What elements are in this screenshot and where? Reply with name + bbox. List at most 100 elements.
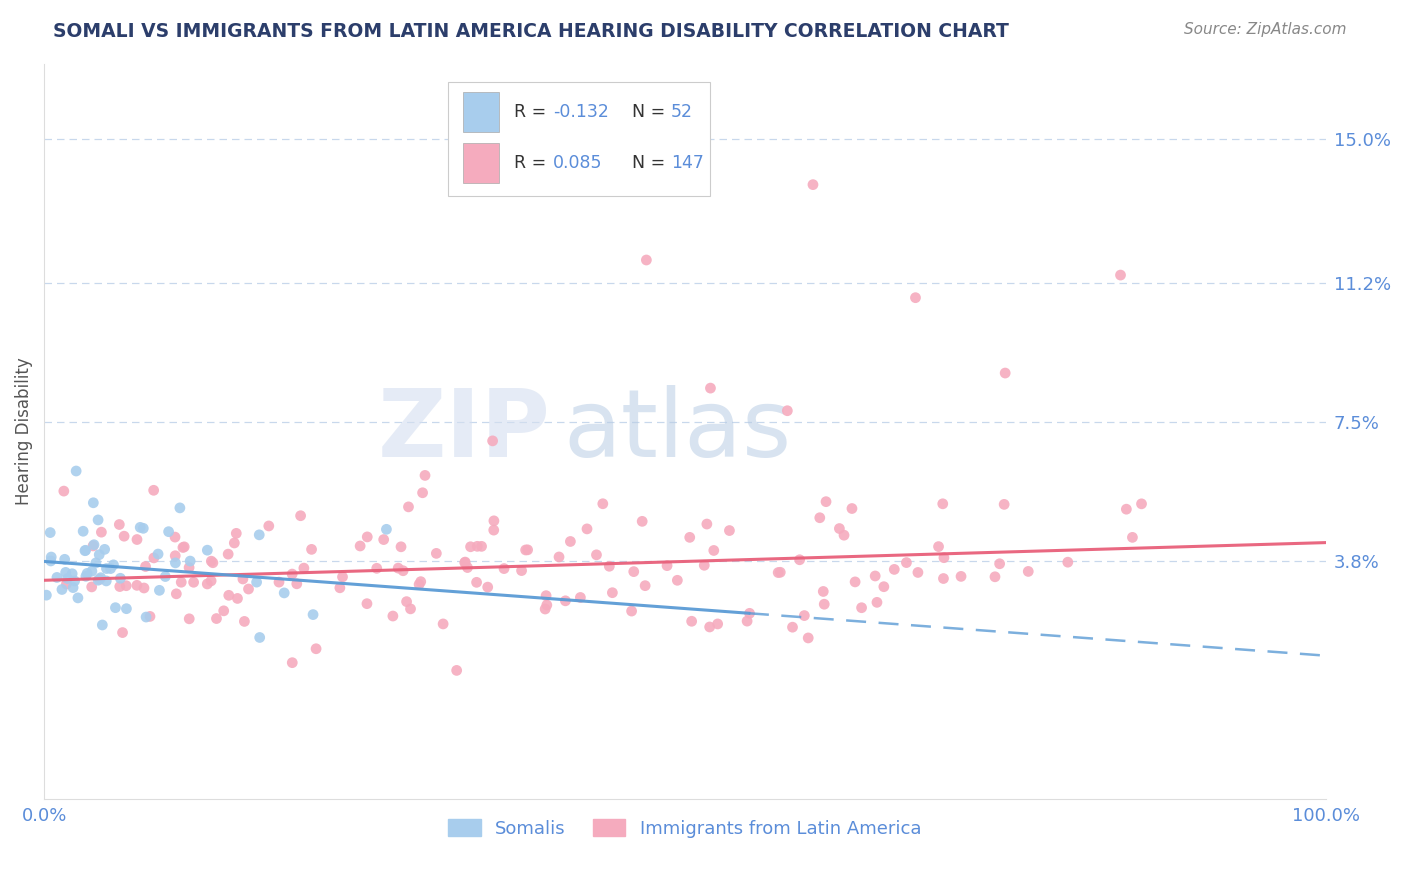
Point bbox=[738, 607, 761, 621]
Point bbox=[108, 580, 131, 594]
Point bbox=[39, 525, 62, 540]
Point bbox=[413, 468, 436, 483]
Point bbox=[623, 565, 645, 579]
Point bbox=[412, 485, 434, 500]
Point bbox=[91, 618, 114, 632]
Point bbox=[832, 528, 855, 542]
Point bbox=[828, 522, 851, 536]
Point bbox=[432, 616, 454, 631]
Point bbox=[87, 513, 110, 527]
Point bbox=[157, 524, 180, 539]
Point bbox=[292, 561, 315, 575]
Point bbox=[395, 594, 418, 608]
Point bbox=[387, 561, 409, 575]
Point bbox=[666, 574, 689, 588]
Point bbox=[108, 517, 131, 532]
Point bbox=[801, 178, 824, 192]
Legend: Somalis, Immigrants from Latin America: Somalis, Immigrants from Latin America bbox=[441, 813, 928, 845]
Point bbox=[592, 497, 614, 511]
Point bbox=[224, 536, 246, 550]
Point bbox=[179, 612, 201, 626]
Point bbox=[776, 403, 799, 417]
Point bbox=[409, 574, 432, 589]
Point bbox=[841, 501, 863, 516]
Point bbox=[598, 559, 620, 574]
Point bbox=[163, 530, 186, 544]
Point bbox=[238, 582, 260, 596]
Point bbox=[576, 522, 599, 536]
Point bbox=[129, 520, 152, 534]
Point bbox=[554, 594, 576, 608]
Point bbox=[456, 560, 478, 574]
Point bbox=[200, 574, 222, 588]
Point bbox=[115, 579, 138, 593]
Point bbox=[602, 585, 624, 599]
Point bbox=[536, 598, 558, 612]
Point bbox=[815, 494, 838, 508]
Point bbox=[75, 543, 97, 558]
Point bbox=[1017, 565, 1039, 579]
Point bbox=[246, 575, 269, 590]
Point bbox=[73, 543, 96, 558]
Point bbox=[247, 528, 270, 542]
Point bbox=[425, 546, 447, 560]
Point bbox=[146, 547, 169, 561]
Point bbox=[515, 543, 537, 558]
Point bbox=[65, 464, 87, 478]
Point bbox=[201, 556, 224, 570]
Point bbox=[398, 500, 420, 514]
Point bbox=[148, 583, 170, 598]
Text: -0.132: -0.132 bbox=[553, 103, 609, 120]
Point bbox=[851, 600, 873, 615]
FancyBboxPatch shape bbox=[447, 82, 710, 196]
Bar bbox=[463, 92, 499, 132]
Point bbox=[212, 604, 235, 618]
Point bbox=[257, 519, 280, 533]
Point bbox=[155, 569, 177, 583]
Point bbox=[302, 607, 325, 622]
Point bbox=[392, 564, 415, 578]
Point bbox=[681, 614, 703, 628]
Point bbox=[349, 539, 371, 553]
Point bbox=[735, 614, 758, 628]
Y-axis label: Hearing Disability: Hearing Disability bbox=[15, 358, 32, 506]
Text: Source: ZipAtlas.com: Source: ZipAtlas.com bbox=[1184, 22, 1347, 37]
Point bbox=[195, 543, 218, 558]
Point bbox=[866, 595, 889, 609]
Point bbox=[232, 572, 254, 586]
Point bbox=[169, 500, 191, 515]
Point bbox=[233, 615, 256, 629]
Point bbox=[301, 542, 323, 557]
Point bbox=[89, 573, 111, 587]
Point bbox=[90, 525, 112, 540]
Point bbox=[96, 574, 118, 588]
Point bbox=[696, 516, 718, 531]
Point bbox=[718, 524, 741, 538]
Point bbox=[132, 581, 155, 595]
Point bbox=[907, 566, 929, 580]
Point bbox=[125, 578, 148, 592]
Point bbox=[950, 569, 973, 583]
Point bbox=[53, 552, 76, 566]
Point bbox=[534, 602, 557, 616]
Point bbox=[93, 542, 115, 557]
Point bbox=[82, 539, 104, 553]
Point bbox=[66, 591, 89, 605]
Point bbox=[225, 526, 247, 541]
Point bbox=[89, 548, 111, 562]
Point bbox=[481, 434, 503, 448]
Point bbox=[446, 664, 468, 678]
Point bbox=[96, 561, 118, 575]
Point bbox=[789, 553, 811, 567]
Point bbox=[883, 562, 905, 576]
Point bbox=[873, 580, 896, 594]
Point bbox=[273, 586, 295, 600]
Point bbox=[620, 604, 643, 618]
Point bbox=[183, 575, 205, 590]
Point bbox=[636, 252, 658, 267]
Point bbox=[281, 656, 304, 670]
Point bbox=[988, 557, 1011, 571]
Bar bbox=[463, 143, 499, 184]
Point bbox=[135, 559, 157, 574]
Point bbox=[218, 588, 240, 602]
